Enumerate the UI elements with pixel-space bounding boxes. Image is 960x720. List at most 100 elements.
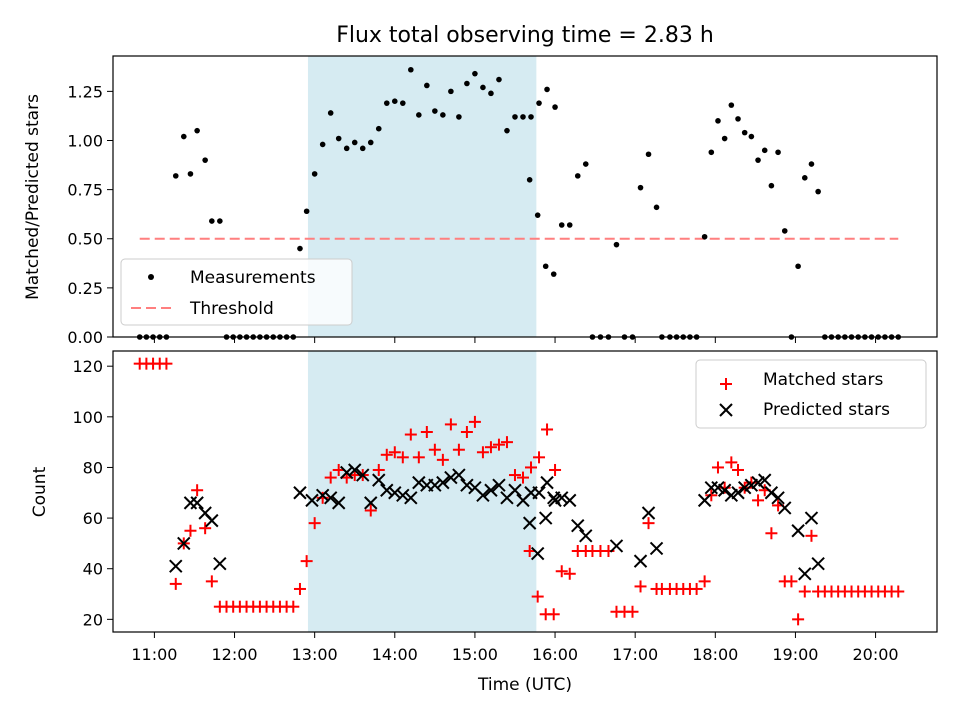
measurement-point xyxy=(542,263,549,270)
measurement-point xyxy=(574,173,581,179)
predicted-point xyxy=(579,529,593,543)
measurement-point xyxy=(303,208,310,215)
ratio-points xyxy=(136,66,902,340)
matched-point xyxy=(316,491,329,504)
matched-point xyxy=(792,613,805,626)
matched-point xyxy=(626,605,639,618)
measurement-point xyxy=(488,90,494,97)
measurement-point xyxy=(520,114,526,120)
measurement-point xyxy=(775,149,781,156)
ratio-y-tick-label: 0.25 xyxy=(67,279,103,298)
measurement-point xyxy=(701,233,708,240)
matched-point xyxy=(404,428,417,441)
measurement-point xyxy=(472,70,478,77)
predicted-point xyxy=(404,491,418,505)
measurement-point xyxy=(172,173,179,179)
measurement-point xyxy=(416,112,422,118)
matched-point xyxy=(555,565,568,578)
measurement-point xyxy=(351,139,358,146)
predicted-point xyxy=(508,483,522,497)
x-tick-label: 18:00 xyxy=(692,645,738,664)
measurement-point xyxy=(383,100,390,106)
predicted-point xyxy=(452,468,466,482)
x-tick-label: 16:00 xyxy=(532,645,578,664)
count-y-ticks: 20 40 60 80 100 120 xyxy=(72,357,113,629)
measurement-point xyxy=(202,157,208,163)
matched-point xyxy=(541,423,554,436)
x-tick-label: 11:00 xyxy=(131,645,177,664)
measurement-point xyxy=(480,84,486,91)
matched-point xyxy=(160,357,173,370)
predicted-point xyxy=(380,483,394,497)
measurement-point xyxy=(424,82,430,89)
matched-point xyxy=(380,448,393,461)
measurement-point xyxy=(496,76,502,83)
matched-point xyxy=(412,451,425,464)
matched-point xyxy=(420,426,433,439)
matched-point xyxy=(308,517,321,530)
predicted-point xyxy=(717,483,732,497)
measurement-point xyxy=(408,66,414,73)
predicted-point xyxy=(633,554,648,568)
matched-point xyxy=(372,463,385,476)
measurement-point xyxy=(582,161,589,167)
x-tick-label: 17:00 xyxy=(612,645,658,664)
predicted-point xyxy=(315,488,330,503)
predicted-point xyxy=(213,556,227,571)
legend-label-matched: Matched stars xyxy=(763,370,883,390)
predicted-point xyxy=(731,486,745,500)
measurement-point xyxy=(448,88,454,95)
measurement-point xyxy=(748,133,755,140)
measurement-point xyxy=(544,86,550,93)
matched-point xyxy=(752,494,765,507)
x-tick-label: 19:00 xyxy=(772,645,818,664)
matched-point xyxy=(300,555,313,568)
measurement-point xyxy=(728,102,735,108)
predicted-point xyxy=(460,478,474,492)
matched-point xyxy=(364,504,377,517)
matched-point xyxy=(492,438,505,451)
measurement-point xyxy=(440,112,446,118)
matched-point xyxy=(388,446,401,459)
matched-point xyxy=(396,451,409,464)
ratio-legend-box xyxy=(120,258,353,326)
count-y-axis-label: Count xyxy=(30,466,50,517)
matched-point xyxy=(293,582,306,595)
predicted-point xyxy=(436,475,450,490)
matched-point xyxy=(698,575,711,588)
measurement-point xyxy=(761,147,768,154)
matched-point xyxy=(460,426,473,439)
count-observing-span xyxy=(307,351,537,632)
measurement-point xyxy=(528,114,534,120)
predicted-point xyxy=(804,511,819,525)
ratio-y-tick-label: 1.25 xyxy=(67,82,103,101)
measurement-point xyxy=(795,263,801,270)
measurement-point xyxy=(755,157,761,163)
count-x-ticks: 11:00 12:00 13:00 14:00 15:00 16:00 17:00 18:00… xyxy=(131,632,899,664)
matched-point xyxy=(444,418,457,431)
matched-point xyxy=(436,453,449,466)
ratio-y-tick-label: 0.00 xyxy=(67,328,103,347)
count-y-tick-label: 20 xyxy=(83,610,103,629)
matched-point xyxy=(199,522,212,535)
measurement-point xyxy=(432,108,438,114)
count-legend-box xyxy=(695,359,927,429)
measurement-point xyxy=(194,127,200,134)
predicted-point xyxy=(444,470,458,485)
measurement-point xyxy=(367,139,374,146)
measurement-point xyxy=(536,100,542,106)
predicted-point xyxy=(798,567,812,581)
measurement-point xyxy=(781,228,788,234)
predicted-point xyxy=(778,501,792,515)
measurement-point xyxy=(801,175,808,181)
count-legend: Matched stars Predicted stars xyxy=(695,359,927,429)
matched-point xyxy=(785,575,798,588)
matched-point xyxy=(745,476,758,489)
matched-point xyxy=(452,443,465,456)
predicted-point xyxy=(532,486,546,500)
matched-point xyxy=(805,529,818,542)
predicted-point xyxy=(538,511,553,525)
predicted-point xyxy=(649,541,664,556)
predicted-point xyxy=(348,463,362,477)
legend-label-threshold: Threshold xyxy=(189,299,274,319)
